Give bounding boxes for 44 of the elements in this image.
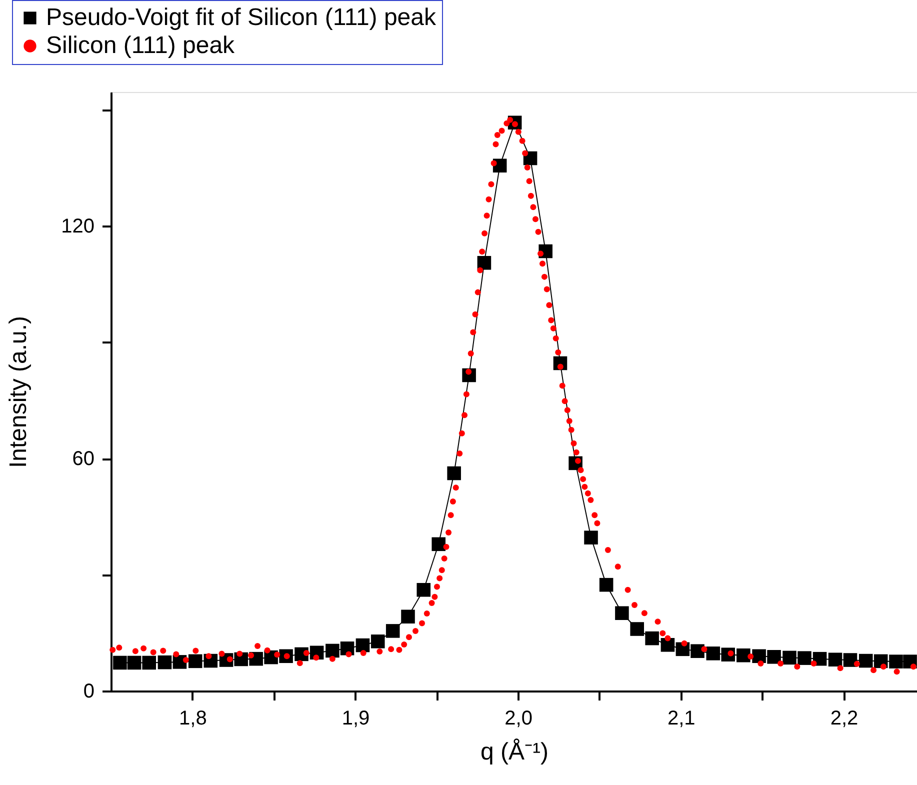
point <box>782 650 796 665</box>
point <box>858 654 873 668</box>
point <box>889 654 903 668</box>
point <box>158 655 172 670</box>
point <box>660 638 675 652</box>
point <box>798 651 812 665</box>
point <box>432 537 446 552</box>
point <box>706 646 720 660</box>
point <box>630 622 644 636</box>
x-tick-label: 2,2 <box>830 708 858 730</box>
y-tick-label: 60 <box>72 448 94 470</box>
point <box>127 656 142 670</box>
y-tick-label: 0 <box>83 680 94 702</box>
point <box>370 634 385 648</box>
point <box>326 644 340 658</box>
point <box>188 654 202 668</box>
y-axis-title: Intensity (a.u.) <box>5 316 32 468</box>
point <box>843 653 858 667</box>
point <box>477 256 492 270</box>
x-tick-label: 1,8 <box>179 708 207 730</box>
legend-label: Silicon (111) peak <box>46 32 236 59</box>
point <box>645 631 659 646</box>
point <box>767 650 781 664</box>
point <box>386 624 400 638</box>
x-tick-label: 2,1 <box>667 708 696 730</box>
x-axis-title: q (Å⁻¹) <box>480 738 548 766</box>
point <box>142 656 156 670</box>
point <box>584 530 598 544</box>
point <box>356 638 370 652</box>
point <box>401 610 415 624</box>
point <box>690 644 704 658</box>
point <box>416 582 431 597</box>
legend-label: Pseudo-Voigt fit of Silicon (111) peak <box>46 4 437 31</box>
point <box>752 649 766 664</box>
point <box>736 648 750 662</box>
point <box>113 656 127 670</box>
point <box>615 606 629 620</box>
point <box>828 652 842 667</box>
point <box>492 158 507 173</box>
x-tick-label: 2,0 <box>504 708 532 730</box>
x-tick-label: 1,9 <box>342 708 370 730</box>
y-tick-label: 120 <box>61 216 94 238</box>
point <box>599 578 614 592</box>
point <box>447 466 461 480</box>
